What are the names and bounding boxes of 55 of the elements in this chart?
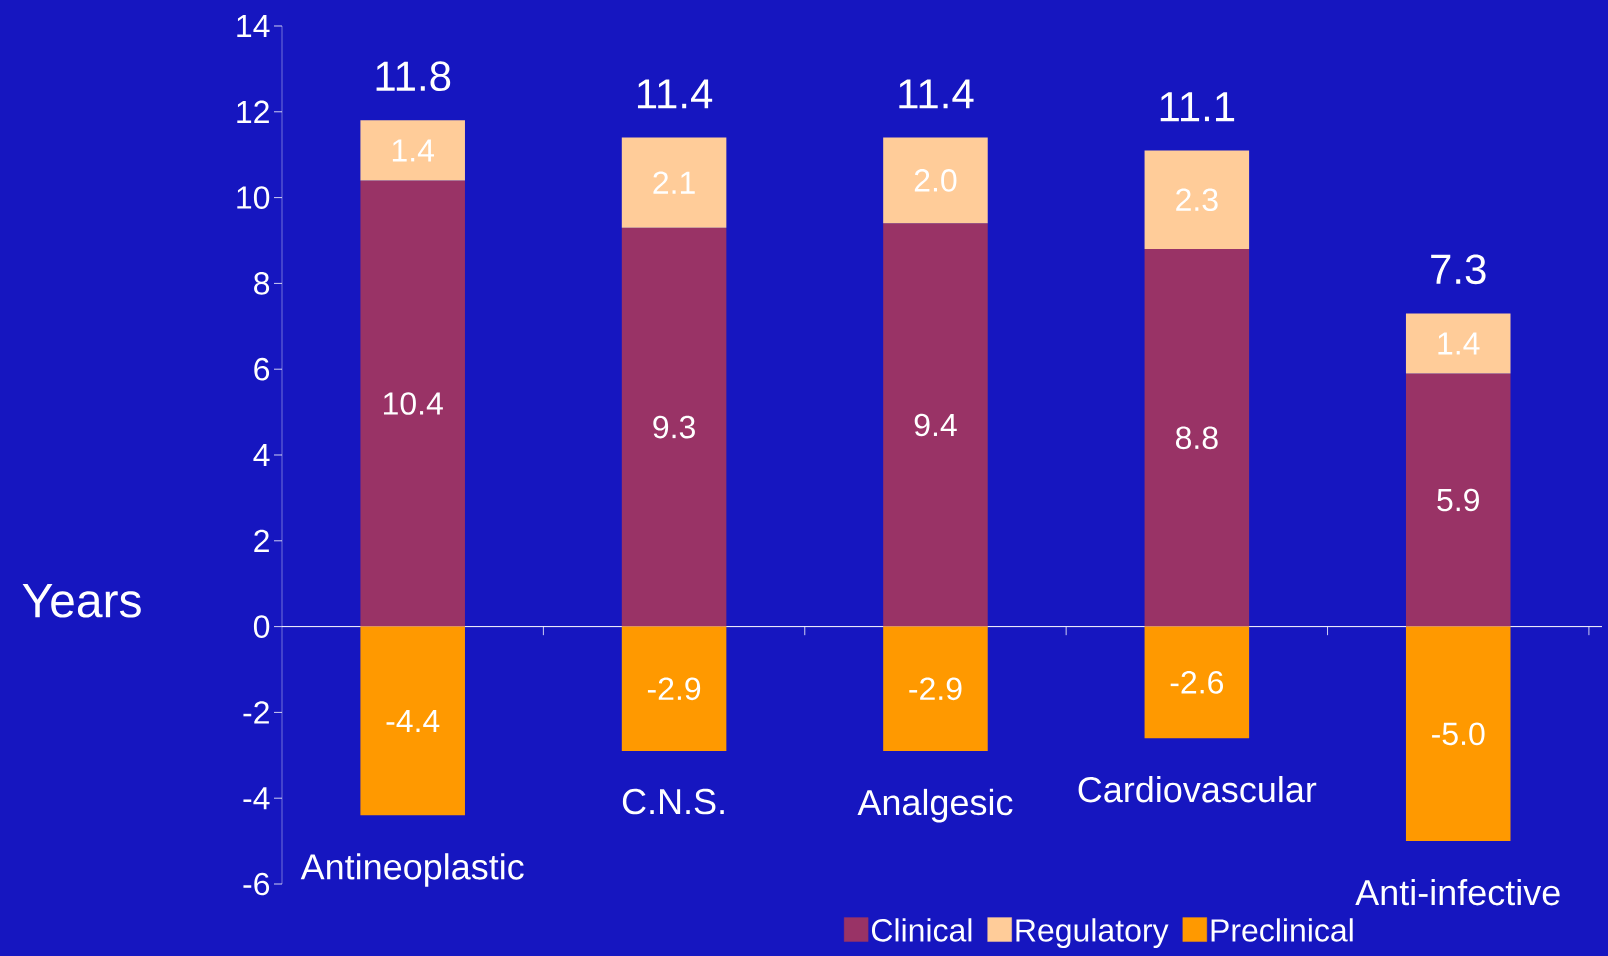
y-tick-label: 2 <box>254 529 269 552</box>
data-label: 9.4 <box>914 413 957 437</box>
x-tick-label: Analgesic <box>857 788 1013 823</box>
x-tick-label: Anti-infective <box>1355 878 1560 906</box>
y-tick-label: -4 <box>243 787 270 810</box>
y-tick-label: 4 <box>253 443 270 466</box>
bar <box>1405 373 1511 627</box>
data-label: 5.9 <box>1437 488 1479 512</box>
data-label: -4.4 <box>386 709 440 732</box>
y-tick-label: -2 <box>243 701 269 724</box>
annotation: 11.4 <box>637 79 713 109</box>
x-tick-label: C.N.S. <box>622 788 724 815</box>
data-label: 2.0 <box>914 169 957 192</box>
bar <box>360 180 465 627</box>
bar <box>1405 313 1511 374</box>
data-label: -2.9 <box>909 677 962 701</box>
data-label: -2.9 <box>647 677 701 701</box>
bar <box>1405 626 1511 842</box>
data-label: 2.3 <box>1176 188 1218 212</box>
y-tick-label: 0 <box>253 615 270 638</box>
bar <box>883 223 988 627</box>
bar <box>360 626 465 816</box>
annotation: 11.4 <box>899 79 974 109</box>
data-label: 1.4 <box>392 139 434 162</box>
bar <box>621 227 727 627</box>
bar <box>1144 249 1250 627</box>
bar <box>621 137 727 228</box>
y-tick-label: 8 <box>254 272 270 295</box>
y-axis-title: Years <box>22 584 141 618</box>
y-tick-label: 6 <box>254 357 270 381</box>
bar <box>883 137 988 224</box>
y-tick-label: 12 <box>237 100 269 123</box>
bar <box>1144 150 1250 250</box>
legend-label: Regulatory <box>1016 918 1169 949</box>
bar <box>621 626 727 752</box>
annotation: 11.8 <box>376 61 451 92</box>
bar <box>883 626 988 752</box>
annotation: 11.1 <box>1160 92 1235 122</box>
legend-label: Preclinical <box>1211 918 1353 942</box>
y-tick-label: 10 <box>237 186 270 209</box>
x-tick-label: Cardiovascular <box>1078 775 1317 803</box>
legend-label: Clinical <box>871 918 972 942</box>
bar <box>360 120 465 181</box>
data-label: 1.4 <box>1438 332 1480 355</box>
data-label: 9.3 <box>653 415 695 439</box>
y-tick-label: -6 <box>243 872 270 896</box>
data-label: 8.8 <box>1175 426 1218 450</box>
data-label: -2.6 <box>1170 671 1223 694</box>
data-label: -5.0 <box>1432 722 1485 746</box>
x-tick-label: Antineoplastic <box>300 853 524 887</box>
data-label: 2.1 <box>653 171 695 194</box>
annotation: 7.3 <box>1431 254 1486 285</box>
y-tick-label: 14 <box>237 14 270 37</box>
bar <box>1144 626 1250 739</box>
data-label: 10.4 <box>383 392 443 415</box>
